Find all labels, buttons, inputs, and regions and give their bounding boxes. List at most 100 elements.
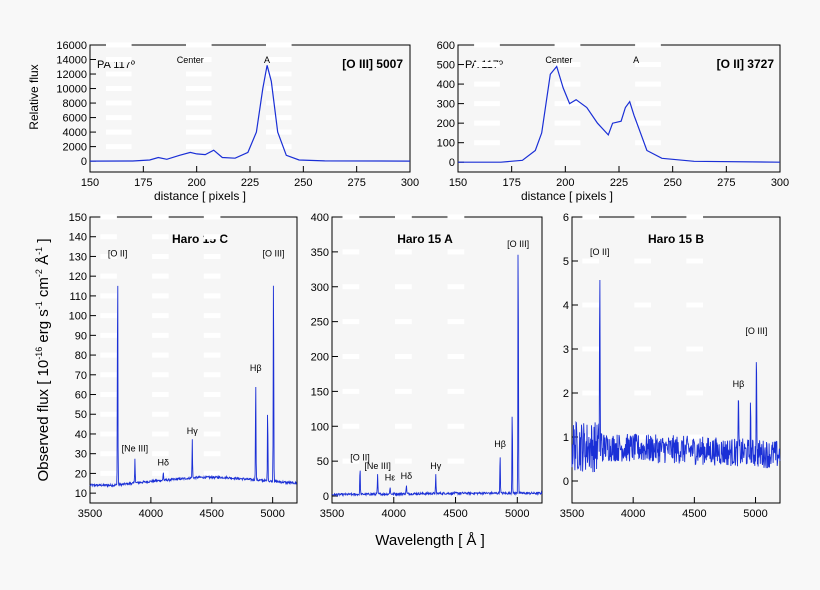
panel-title: [O II] 3727 — [717, 57, 775, 71]
x-tick-label: 3500 — [320, 508, 344, 520]
position-marker-label: A — [633, 55, 639, 65]
y-tick-label: 50 — [75, 409, 87, 421]
emission-line-label: Hγ — [187, 426, 198, 436]
x-tick-label: 150 — [81, 177, 99, 189]
y-tick-label: 500 — [437, 60, 455, 72]
x-tick-label: 4500 — [682, 508, 706, 520]
y-tick-label: 140 — [69, 232, 87, 244]
emission-line-label: [O II] — [108, 248, 128, 258]
y-tick-label: 2000 — [63, 142, 87, 154]
y-tick-label: 100 — [311, 421, 329, 433]
y-tick-label: 0 — [323, 491, 329, 503]
emission-line-label: Hδ — [401, 471, 413, 481]
y-tick-label: 3 — [563, 344, 569, 356]
x-tick-label: 275 — [347, 177, 365, 189]
emission-line-label: Hβ — [494, 439, 506, 449]
y-tick-label: 0 — [563, 476, 569, 488]
spectrum-line — [571, 279, 781, 473]
x-tick-label: 225 — [610, 177, 628, 189]
position-marker-label: Center — [177, 55, 204, 65]
panel-title: [O III] 5007 — [342, 57, 403, 71]
y-tick-label: 150 — [69, 212, 87, 224]
y-axis-label-bottom: Observed flux [ 10-16 erg s-1 cm-2 Å-1 ] — [34, 238, 52, 481]
panel-frame — [331, 216, 543, 504]
y-tick-label: 40 — [75, 429, 87, 441]
y-tick-label: 100 — [437, 138, 455, 150]
x-tick-label: 150 — [449, 177, 467, 189]
y-tick-label: 250 — [311, 317, 329, 329]
panel-haro15b: Haro 15 B 0 1 2 3 4 5 6 3500 4000 4500 5000 [O II] H… — [560, 212, 781, 520]
x-axis-label: distance [ pixels ] — [521, 189, 613, 203]
y-tick-label: 14000 — [56, 55, 87, 67]
y-tick-label: 400 — [311, 212, 329, 224]
y-tick-label: 350 — [311, 247, 329, 259]
y-tick-label: 50 — [317, 456, 329, 468]
x-tick-label: 275 — [717, 177, 735, 189]
y-tick-label: 400 — [437, 79, 455, 91]
y-tick-label: 100 — [69, 311, 87, 323]
position-marker-label: Center — [545, 55, 572, 65]
y-tick-label: 600 — [437, 40, 455, 52]
emission-line-label: [Ne III] — [364, 461, 391, 471]
y-tick-label: 10 — [75, 488, 87, 500]
emission-line-label: Hδ — [158, 457, 170, 467]
panel-title: Haro 15 B — [648, 232, 704, 246]
emission-line-label: [O II] — [590, 247, 610, 257]
y-tick-label: 80 — [75, 350, 87, 362]
y-tick-label: 8000 — [63, 98, 87, 110]
x-tick-label: 225 — [241, 177, 259, 189]
y-tick-label: 200 — [437, 118, 455, 130]
y-tick-label: 300 — [437, 99, 455, 111]
y-tick-label: 12000 — [56, 69, 87, 81]
series-line — [89, 65, 411, 162]
y-tick-label: 6000 — [63, 113, 87, 125]
x-tick-label: 4500 — [200, 508, 224, 520]
emission-line-label: [O III] — [507, 239, 529, 249]
y-axis-label-top: Relative flux — [27, 64, 41, 129]
panel-frame — [89, 216, 298, 504]
x-tick-label: 4000 — [139, 508, 163, 520]
panel-oiii-profile: PA 117º [O III] 5007 distance [ pixels ]… — [56, 40, 419, 203]
y-tick-label: 16000 — [56, 40, 87, 52]
panel-frame — [89, 44, 411, 173]
panel-oii-profile: PA 117º [O II] 3727 distance [ pixels ] … — [437, 40, 790, 203]
x-tick-label: 250 — [663, 177, 681, 189]
y-tick-label: 1 — [563, 432, 569, 444]
x-tick-label: 5000 — [743, 508, 767, 520]
y-tick-label: 0 — [81, 156, 87, 168]
panel-haro15a: Haro 15 A 0 50 100 150 200 250 300 350 400 3500 40… — [311, 212, 543, 520]
x-tick-label: 300 — [401, 177, 419, 189]
panel-title: Haro 15 A — [397, 232, 453, 246]
y-tick-label: 130 — [69, 251, 87, 263]
y-tick-label: 60 — [75, 390, 87, 402]
y-tick-label: 4000 — [63, 127, 87, 139]
spectrum-line — [331, 254, 543, 498]
x-tick-label: 5000 — [505, 508, 529, 520]
emission-line-label: Hε — [385, 472, 396, 482]
emission-line-label: [Ne III] — [122, 444, 149, 454]
y-tick-label: 200 — [311, 352, 329, 364]
y-tick-label: 90 — [75, 330, 87, 342]
y-tick-label: 70 — [75, 370, 87, 382]
x-tick-label: 4000 — [621, 508, 645, 520]
x-tick-label: 200 — [556, 177, 574, 189]
y-tick-label: 0 — [449, 157, 455, 169]
x-tick-label: 4500 — [443, 508, 467, 520]
x-tick-label: 300 — [771, 177, 789, 189]
series-line — [458, 65, 781, 163]
panel-haro15c: Haro 15 C 102030405060708090100110120130… — [69, 212, 298, 520]
x-axis-label: distance [ pixels ] — [154, 189, 246, 203]
y-tick-label: 300 — [311, 282, 329, 294]
y-tick-label: 30 — [75, 449, 87, 461]
y-tick-label: 150 — [311, 386, 329, 398]
y-tick-label: 6 — [563, 212, 569, 224]
y-tick-label: 110 — [69, 291, 87, 303]
x-tick-label: 4000 — [382, 508, 406, 520]
x-tick-label: 250 — [294, 177, 312, 189]
position-marker-label: A — [264, 55, 270, 65]
x-axis-label-bottom: Wavelength [ Å ] — [375, 532, 485, 549]
x-tick-label: 5000 — [260, 508, 284, 520]
panel-frame — [457, 44, 781, 173]
y-tick-label: 2 — [563, 388, 569, 400]
